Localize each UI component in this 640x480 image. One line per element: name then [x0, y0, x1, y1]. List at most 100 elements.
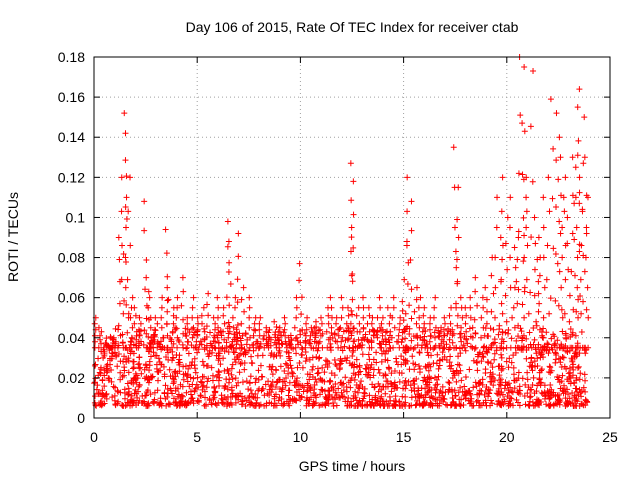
band-point: [382, 350, 389, 357]
data-point: [347, 160, 354, 167]
data-point: [480, 304, 487, 311]
band-point: [341, 343, 348, 350]
data-point: [407, 256, 414, 263]
data-point: [535, 290, 542, 297]
data-point: [261, 332, 268, 339]
data-point: [583, 306, 590, 313]
data-point: [568, 268, 575, 275]
band-point: [450, 398, 457, 405]
band-point: [449, 332, 456, 339]
data-point: [313, 339, 320, 346]
data-point: [454, 322, 461, 329]
band-point: [97, 401, 104, 408]
band-point: [513, 396, 520, 403]
data-point: [364, 336, 371, 343]
data-point: [391, 324, 398, 331]
band-point: [216, 369, 223, 376]
data-point: [141, 198, 148, 205]
band-point: [505, 364, 512, 371]
data-point: [540, 254, 547, 261]
band-point: [91, 362, 98, 369]
band-point: [234, 338, 241, 345]
data-point: [143, 330, 150, 337]
data-point: [459, 314, 466, 321]
band-point: [143, 388, 150, 395]
data-point: [369, 326, 376, 333]
band-point: [382, 372, 389, 379]
band-point: [543, 401, 550, 408]
data-point: [232, 294, 239, 301]
data-point: [454, 278, 461, 285]
data-point: [313, 344, 320, 351]
data-point: [232, 334, 239, 341]
band-point: [164, 390, 171, 397]
data-point: [540, 314, 547, 321]
data-point: [234, 276, 241, 283]
band-point: [473, 359, 480, 366]
band-point: [415, 363, 422, 370]
band-point: [288, 365, 295, 372]
data-point: [312, 318, 319, 325]
band-point: [182, 363, 189, 370]
band-point: [109, 336, 116, 343]
band-point: [392, 393, 399, 400]
data-point: [323, 328, 330, 335]
band-point: [162, 382, 169, 389]
band-point: [97, 370, 104, 377]
band-point: [365, 351, 372, 358]
band-point: [304, 380, 311, 387]
data-point: [146, 294, 153, 301]
band-point: [212, 345, 219, 352]
data-point: [553, 110, 560, 117]
data-point: [353, 312, 360, 319]
band-point: [542, 392, 549, 399]
data-point: [110, 334, 117, 341]
band-point: [352, 402, 359, 409]
band-point: [345, 379, 352, 386]
data-point: [580, 160, 587, 167]
data-point: [482, 284, 489, 291]
band-point: [246, 380, 253, 387]
band-point: [335, 394, 342, 401]
band-point: [349, 353, 356, 360]
data-point: [250, 332, 257, 339]
data-point: [556, 268, 563, 275]
band-point: [185, 350, 192, 357]
band-point: [197, 338, 204, 345]
data-point: [421, 320, 428, 327]
data-point: [116, 256, 123, 263]
x-tick-label: 10: [293, 429, 309, 445]
band-point: [236, 369, 243, 376]
data-point: [118, 208, 125, 215]
band-point: [215, 377, 222, 384]
data-point: [396, 320, 403, 327]
band-point: [311, 400, 318, 407]
band-point: [540, 325, 547, 332]
band-point: [292, 397, 299, 404]
x-tick-label: 20: [499, 429, 515, 445]
band-point: [124, 329, 131, 336]
band-point: [229, 338, 236, 345]
data-point: [136, 314, 143, 321]
band-point: [574, 398, 581, 405]
band-point: [531, 336, 538, 343]
band-point: [92, 393, 99, 400]
data-point: [226, 302, 233, 309]
data-point: [555, 176, 562, 183]
band-point: [370, 372, 377, 379]
band-point: [164, 394, 171, 401]
band-point: [433, 386, 440, 393]
band-point: [195, 384, 202, 391]
band-point: [367, 374, 374, 381]
y-tick-label: 0.16: [58, 89, 85, 105]
data-point: [302, 344, 309, 351]
band-point: [539, 334, 546, 341]
data-point: [347, 320, 354, 327]
band-point: [391, 367, 398, 374]
band-point: [533, 350, 540, 357]
data-point: [488, 308, 495, 315]
data-point: [128, 334, 135, 341]
data-point: [143, 315, 150, 322]
data-point: [131, 304, 138, 311]
data-point: [546, 208, 553, 215]
